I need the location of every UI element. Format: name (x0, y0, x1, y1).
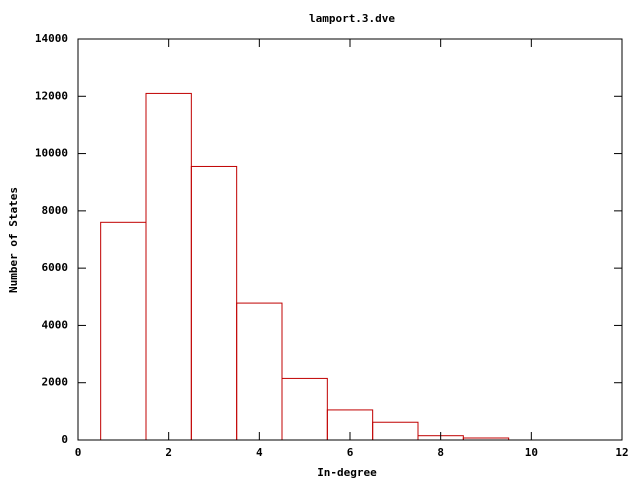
x-tick-label: 4 (256, 446, 263, 459)
x-tick-label: 8 (437, 446, 444, 459)
y-tick-label: 0 (61, 433, 68, 446)
y-axis-label: Number of States (7, 187, 20, 293)
y-tick-label: 4000 (42, 318, 69, 331)
y-tick-label: 8000 (42, 204, 69, 217)
x-tick-label: 10 (525, 446, 538, 459)
y-tick-label: 2000 (42, 376, 69, 389)
y-tick-label: 14000 (35, 32, 68, 45)
chart-title: lamport.3.dve (309, 12, 395, 25)
y-tick-label: 12000 (35, 89, 68, 102)
x-tick-label: 6 (347, 446, 354, 459)
x-tick-label: 2 (165, 446, 172, 459)
x-tick-label: 0 (75, 446, 82, 459)
y-tick-label: 6000 (42, 261, 69, 274)
y-tick-label: 10000 (35, 147, 68, 160)
x-axis-label: In-degree (317, 466, 377, 479)
x-tick-label: 12 (615, 446, 628, 459)
